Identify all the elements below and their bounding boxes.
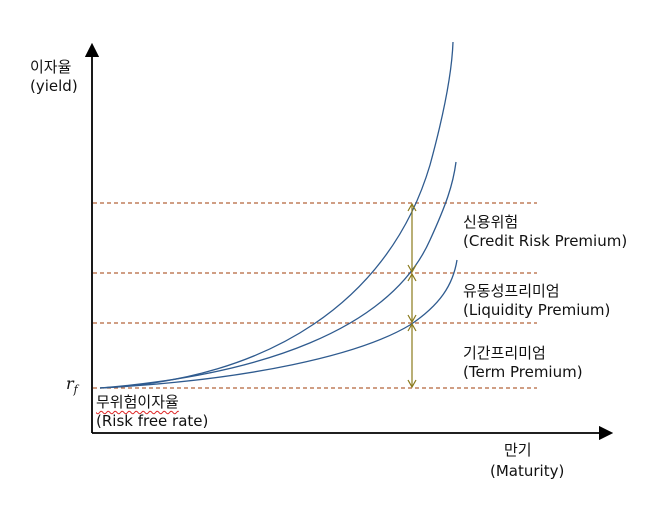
liquidity-label-en: (Liquidity Premium) — [463, 301, 611, 319]
liquidity-label-ko: 유동성프리미엄 — [463, 282, 560, 300]
liquidity-curve — [99, 161, 457, 389]
credit-risk-label-ko: 신용위험 — [463, 213, 519, 231]
credit-risk-label-en: (Credit Risk Premium) — [463, 232, 628, 250]
term-label-en: (Term Premium) — [463, 363, 583, 381]
credit-risk-curve — [99, 41, 454, 389]
y-axis-label-ko: 이자율 — [30, 58, 72, 76]
liquidity-premium-arrow — [407, 272, 417, 324]
x-axis-label-en: (Maturity) — [490, 462, 565, 480]
term-premium-arrow — [407, 322, 417, 389]
term-curve — [99, 259, 458, 389]
risk-free-label-ko: 무위험이자율 — [96, 393, 179, 411]
credit-risk-premium-arrow — [407, 202, 417, 274]
rf-symbol: rf — [66, 374, 78, 397]
term-label-ko: 기간프리미엄 — [463, 344, 546, 362]
y-axis-label-en: (yield) — [30, 77, 78, 95]
risk-free-label-en: (Risk free rate) — [96, 412, 209, 430]
x-axis-label-ko: 만기 — [504, 441, 532, 459]
